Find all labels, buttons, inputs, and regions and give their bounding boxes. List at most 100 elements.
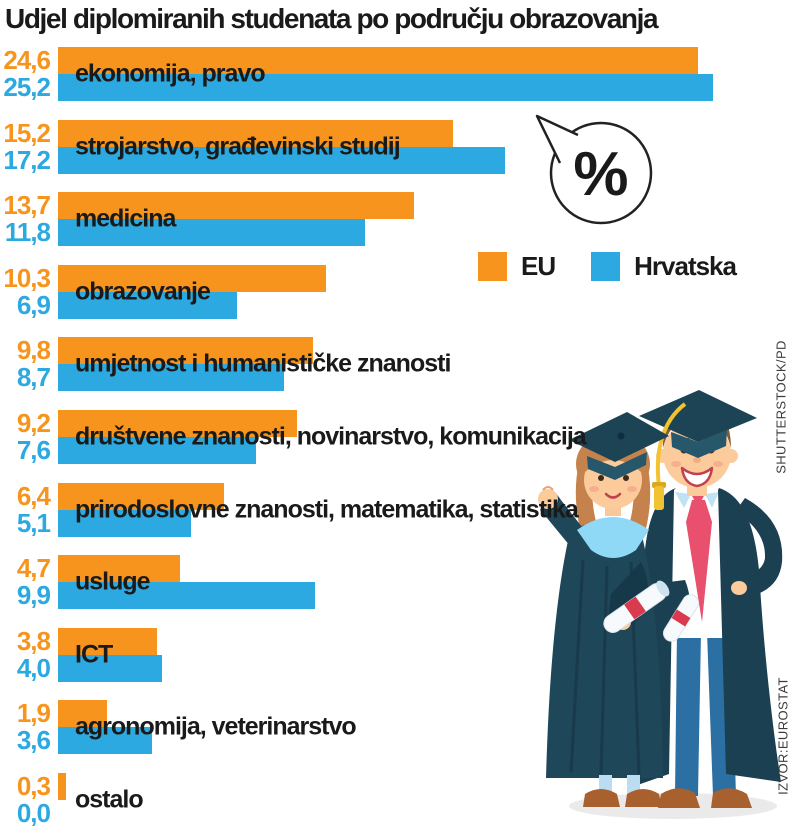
chart-row: 13,7 11,8 medicina bbox=[0, 192, 770, 246]
bar-eu bbox=[58, 120, 453, 147]
bar-eu bbox=[58, 700, 107, 727]
value-label-hrvatska: 4,0 bbox=[16, 653, 51, 683]
bar-hrvatska bbox=[58, 74, 713, 101]
woman-diploma bbox=[603, 580, 670, 633]
value-label-hrvatska: 25,2 bbox=[3, 72, 51, 102]
bar-eu bbox=[58, 47, 698, 74]
bar-hrvatska bbox=[58, 292, 237, 319]
category-label: umjetnost i humanističke znanosti bbox=[75, 349, 451, 378]
value-label-hrvatska: 6,9 bbox=[16, 290, 51, 320]
chart-row: 3,8 4,0 ICT bbox=[0, 628, 770, 682]
value-label-hrvatska: 0,0 bbox=[16, 798, 51, 828]
bar-hrvatska bbox=[58, 510, 191, 537]
legend: EU Hrvatska bbox=[478, 251, 737, 281]
percent-bubble: % bbox=[535, 114, 653, 225]
value-label-eu: 9,2 bbox=[16, 408, 51, 438]
legend-swatch-eu bbox=[478, 252, 507, 281]
bar-eu bbox=[58, 773, 66, 800]
category-label: strojarstvo, građevinski studij bbox=[75, 132, 401, 161]
percent-symbol: % bbox=[573, 140, 628, 209]
bar-eu bbox=[58, 410, 297, 437]
bar-eu bbox=[58, 192, 414, 219]
credit-shutterstock: SHUTTERSTOCK/PD bbox=[773, 340, 789, 474]
bubble-tail bbox=[535, 114, 579, 164]
man-shoe-left bbox=[658, 788, 700, 808]
woman-fist bbox=[538, 489, 558, 509]
bar-hrvatska bbox=[58, 727, 152, 754]
man-diploma bbox=[662, 594, 700, 642]
value-label-hrvatska: 8,7 bbox=[16, 362, 51, 392]
woman-smile bbox=[604, 492, 622, 499]
value-label-eu: 15,2 bbox=[3, 118, 51, 148]
bar-hrvatska bbox=[58, 437, 256, 464]
woman-shoe-left bbox=[583, 789, 620, 807]
value-label-hrvatska: 7,6 bbox=[16, 435, 51, 465]
chart-row: 4,7 9,9 usluge bbox=[0, 555, 770, 609]
bar-hrvatska bbox=[58, 147, 505, 174]
man-cap-board bbox=[639, 390, 757, 442]
chart-row: 9,2 7,6 društvene znanosti, novinarstvo, k… bbox=[0, 410, 770, 464]
man-hand bbox=[731, 581, 747, 595]
value-label-eu: 3,8 bbox=[16, 626, 51, 656]
bar-hrvatska bbox=[58, 655, 162, 682]
bar-eu bbox=[58, 483, 224, 510]
man-tie-body bbox=[686, 500, 712, 622]
category-label: usluge bbox=[75, 567, 151, 596]
value-label-eu: 1,9 bbox=[16, 698, 51, 728]
man-shoe-right bbox=[711, 788, 752, 808]
value-label-hrvatska: 3,6 bbox=[16, 725, 51, 755]
chart-row: 6,4 5,1 prirodoslovne znanosti, matematika… bbox=[0, 483, 770, 537]
category-label: ICT bbox=[75, 640, 113, 669]
chart-row: 0,3 0,0 ostalo bbox=[0, 773, 770, 827]
man-cap-band bbox=[671, 430, 727, 458]
value-label-eu: 13,7 bbox=[3, 190, 51, 220]
chart-row: 10,3 6,9 obrazovanje bbox=[0, 265, 770, 319]
value-label-eu: 9,8 bbox=[16, 335, 51, 365]
bar-hrvatska bbox=[58, 219, 365, 246]
chart-row: 9,8 8,7 umjetnost i humanističke znanosti bbox=[0, 337, 770, 391]
value-label-eu: 4,7 bbox=[16, 553, 51, 583]
bar-eu bbox=[58, 628, 157, 655]
bar-eu bbox=[58, 555, 180, 582]
legend-label-eu: EU bbox=[521, 251, 556, 281]
woman-raised-arm bbox=[547, 500, 589, 552]
graduate-woman bbox=[538, 412, 670, 807]
category-label: agronomija, veterinarstvo bbox=[75, 712, 357, 741]
category-label: društvene znanosti, novinarstvo, komunik… bbox=[75, 422, 587, 451]
value-label-hrvatska: 17,2 bbox=[3, 145, 51, 175]
man-gown-right bbox=[718, 488, 781, 782]
value-label-eu: 24,6 bbox=[3, 45, 51, 75]
legend-swatch-hrvatska bbox=[591, 252, 621, 281]
credit-source-eurostat: IZVOR:EUROSTAT bbox=[775, 677, 791, 795]
value-label-eu: 6,4 bbox=[16, 481, 51, 511]
woman-shoe-right bbox=[625, 789, 662, 807]
value-label-hrvatska: 11,8 bbox=[4, 217, 51, 247]
chart-row: 24,6 25,2 ekonomija, pravo bbox=[0, 47, 770, 101]
value-label-hrvatska: 9,9 bbox=[16, 580, 51, 610]
chart-title: Udjel diplomiranih studenata po području… bbox=[5, 3, 659, 34]
bubble-circle bbox=[549, 121, 653, 225]
man-tassel bbox=[655, 402, 687, 487]
man-smile bbox=[680, 466, 714, 488]
category-label: obrazovanje bbox=[75, 277, 211, 306]
bar-eu bbox=[58, 337, 313, 364]
bar-hrvatska bbox=[58, 364, 284, 391]
bar-hrvatska bbox=[58, 582, 315, 609]
man-arm-on-hip bbox=[735, 498, 783, 598]
graduates-illustration bbox=[538, 390, 783, 819]
legend-label-hrvatska: Hrvatska bbox=[634, 251, 737, 281]
category-label: medicina bbox=[75, 204, 176, 233]
category-label: ostalo bbox=[75, 785, 144, 814]
bar-eu bbox=[58, 265, 326, 292]
woman-collar bbox=[577, 517, 649, 558]
chart-row: 1,9 3,6 agronomija, veterinarstvo bbox=[0, 700, 770, 754]
value-label-eu: 10,3 bbox=[3, 263, 51, 293]
value-label-eu: 0,3 bbox=[16, 771, 51, 801]
category-label: prirodoslovne znanosti, matematika, stat… bbox=[75, 495, 579, 524]
category-label: ekonomija, pravo bbox=[75, 59, 266, 88]
woman-cap-band bbox=[587, 452, 647, 480]
chart-row: 15,2 17,2 strojarstvo, građevinski studij bbox=[0, 120, 770, 174]
value-label-hrvatska: 5,1 bbox=[16, 508, 51, 538]
